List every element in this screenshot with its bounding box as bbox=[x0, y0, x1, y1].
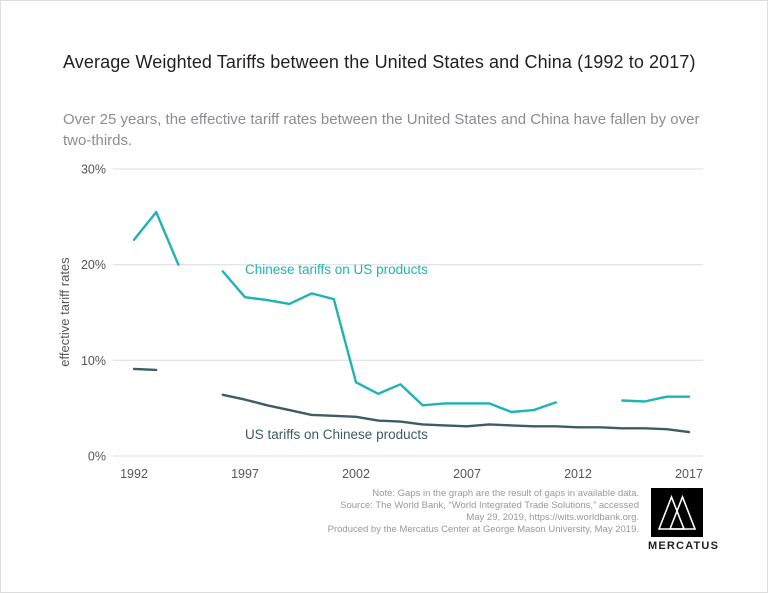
mercatus-wordmark: MERCATUS bbox=[648, 540, 720, 552]
x-tick-label-2002: 2002 bbox=[342, 467, 370, 481]
note-line-2: Source: The World Bank, “World Integrate… bbox=[340, 500, 639, 511]
y-tick-label-20: 20% bbox=[81, 258, 106, 272]
series-label-chinese: Chinese tariffs on US products bbox=[245, 262, 428, 277]
mercatus-logo: MERCATUS bbox=[648, 488, 720, 552]
note-line-4: Produced by the Mercatus Center at Georg… bbox=[327, 524, 639, 535]
series-label-us: US tariffs on Chinese products bbox=[245, 427, 428, 442]
x-tick-label-2007: 2007 bbox=[453, 467, 481, 481]
x-tick-label-1992: 1992 bbox=[120, 467, 148, 481]
series-line-chinese-seg1 bbox=[221, 270, 557, 414]
y-tick-label-10: 10% bbox=[81, 354, 106, 368]
series-line-chinese-seg2 bbox=[621, 395, 691, 403]
x-tick-label-1997: 1997 bbox=[231, 467, 259, 481]
y-tick-label-30: 30% bbox=[81, 163, 106, 177]
chart-title: Average Weighted Tariffs between the Uni… bbox=[63, 52, 696, 72]
chart-subtitle: Over 25 years, the effective tariff rate… bbox=[63, 111, 700, 149]
note-line-3: May 29, 2019, https://wits.worldbank.org… bbox=[466, 512, 639, 523]
y-axis-title: effective tariff rates bbox=[57, 257, 72, 367]
x-tick-label-2012: 2012 bbox=[564, 467, 592, 481]
y-tick-label-0: 0% bbox=[88, 450, 106, 464]
source-note: Note: Gaps in the graph are the result o… bbox=[219, 488, 639, 536]
x-tick-label-2017: 2017 bbox=[675, 467, 703, 481]
mercatus-logo-mark-icon bbox=[651, 488, 703, 537]
note-line-1: Note: Gaps in the graph are the result o… bbox=[372, 488, 639, 499]
series-line-us-seg1 bbox=[221, 393, 691, 434]
series-line-us-seg0 bbox=[132, 367, 158, 372]
series-line-chinese-seg0 bbox=[132, 210, 180, 266]
